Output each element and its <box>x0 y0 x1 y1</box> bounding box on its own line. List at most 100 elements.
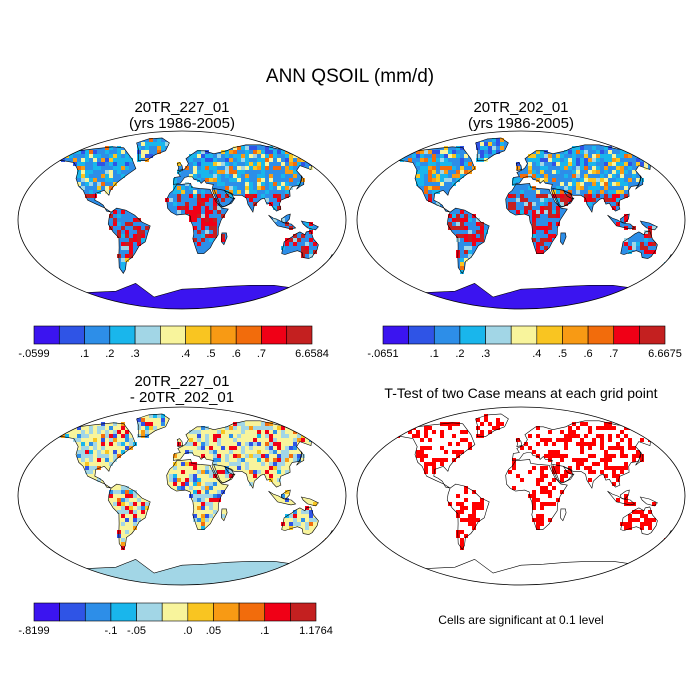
colorbar-swatch <box>264 602 291 622</box>
coastline-indonesia <box>268 490 297 506</box>
colorbar-label: -.0599 <box>18 348 49 360</box>
colorbar-swatch <box>213 602 240 622</box>
colorbar-label: .3 <box>130 348 139 360</box>
land-madagascar <box>560 508 567 521</box>
panel-subtitle-case1: (yrs 1986-2005) <box>129 115 235 132</box>
colorbar-swatch <box>238 602 266 622</box>
coastline-madagascar <box>560 508 567 522</box>
panel-title-ttest: T-Test of two Case means at each grid po… <box>384 385 657 401</box>
coastline-arabia_fix <box>552 464 574 484</box>
coastline-britain <box>515 438 523 447</box>
colorbar-swatch <box>510 325 538 345</box>
coastline-eurasia <box>511 144 661 213</box>
colorbar-swatch <box>84 325 111 345</box>
map-frame-ttest <box>356 406 686 586</box>
map-case2 <box>357 131 685 309</box>
significance-note: Cells are significant at 0.1 level <box>438 613 603 627</box>
colorbar-swatch <box>210 325 237 345</box>
coastline-japan <box>635 175 644 190</box>
map-frame-diff <box>17 406 347 586</box>
panel-ttest: T-Test of two Case means at each grid po… <box>356 385 686 627</box>
cells-case2 <box>392 138 672 274</box>
coastline-africa <box>505 459 568 530</box>
panel-case2: 20TR_202_01(yrs 1986-2005) -.0651 .1 .2 .3 .4… <box>356 99 686 360</box>
colorbar-swatch <box>109 325 136 345</box>
coastline-borneo <box>280 213 291 224</box>
colorbar-label: .4 <box>532 348 541 360</box>
panel-subtitle-diff: - 20TR_202_01 <box>130 389 234 406</box>
coastline-greenland <box>136 413 170 438</box>
colorbar-label: .5 <box>206 348 215 360</box>
land-northAmerica <box>390 422 475 489</box>
coastline-australia <box>281 506 319 535</box>
map-diff <box>18 407 346 585</box>
colorbar-swatch <box>84 602 112 622</box>
coastline-africa <box>166 459 229 530</box>
colorbar-label: .2 <box>105 348 114 360</box>
colorbar-label: 1.1764 <box>299 625 333 637</box>
coastline-northAmerica <box>389 422 476 489</box>
coastline-northAmerica <box>389 146 476 213</box>
panel-title-case2: 20TR_202_01 <box>473 99 568 116</box>
colorbar-label: .1 <box>80 348 89 360</box>
coastline-madagascar <box>560 232 567 246</box>
colorbar-label: -.1 <box>104 625 117 637</box>
coastline-newGuinea <box>639 496 658 507</box>
colorbar-label: .6 <box>583 348 592 360</box>
colorbar-case2: -.0651 .1 .2 .3 .4 .5 .6 .7 6.6675 <box>367 325 682 360</box>
coastline-britain <box>176 438 184 447</box>
figure-title: ANN QSOIL (mm/d) <box>266 66 434 87</box>
colorbar-label: 6.6584 <box>295 348 329 360</box>
coastline-africa <box>166 183 229 254</box>
coastline-australia <box>281 230 319 259</box>
coastline-eurasia <box>511 420 661 489</box>
map-ttest <box>357 407 685 585</box>
coastline-newGuinea <box>300 220 319 231</box>
colorbar-swatch <box>160 325 186 345</box>
coastline-africa <box>505 183 568 254</box>
coastline-southAmerica <box>107 483 151 550</box>
coastline-eurasia <box>172 144 322 213</box>
colorbar-label: .4 <box>181 348 190 360</box>
panel-title-case1: 20TR_227_01 <box>134 99 229 116</box>
colorbar-label: .7 <box>609 348 618 360</box>
colorbar-label: -.0651 <box>367 348 398 360</box>
coastline-southAmerica <box>107 207 151 274</box>
map-frame-case2 <box>356 130 686 310</box>
coastline-indonesia <box>607 490 636 506</box>
coastline-borneo <box>619 489 630 500</box>
colorbar-swatch <box>59 602 86 622</box>
colorbar-swatch <box>286 325 313 345</box>
coastline-indonesia <box>268 214 297 230</box>
coastline-indonesia <box>607 214 636 230</box>
colorbar-swatch <box>161 602 189 622</box>
colorbar-label: .5 <box>558 348 567 360</box>
coastline-northAmerica <box>50 422 137 489</box>
colorbar-swatch <box>134 325 161 345</box>
colorbar-swatch <box>58 325 85 345</box>
colorbar-swatch <box>536 325 563 345</box>
coastline-madagascar <box>221 232 228 246</box>
coastline-britain <box>515 162 523 171</box>
colorbar-label: 6.6675 <box>648 348 682 360</box>
colorbar-swatch <box>187 602 214 622</box>
colorbar-swatch <box>33 602 60 622</box>
coastline-southAmerica <box>446 207 490 274</box>
coastline-greenland <box>475 413 509 438</box>
coastline-northAmerica <box>50 146 137 213</box>
colorbar-label: .05 <box>206 625 221 637</box>
colorbar-swatch <box>33 325 60 345</box>
land-africa <box>505 459 568 530</box>
colorbar-swatch <box>613 325 640 345</box>
colorbar-swatch <box>433 325 461 345</box>
colorbar-case1: -.0599 .1 .2 .3 .4 .5 .6 .7 6.6584 <box>18 325 329 360</box>
colorbar-swatch <box>562 325 589 345</box>
colorbar-swatch <box>382 325 409 345</box>
coastline-newGuinea <box>300 496 319 507</box>
panel-diff: 20TR_227_01- 20TR_202_01 -.8199 -.1 -.05 .0.… <box>17 373 347 637</box>
panels-layer: 20TR_227_01(yrs 1986-2005) -.0599 .1 .2 .3 .4… <box>17 99 686 637</box>
coastline-australia <box>620 506 658 535</box>
colorbar-label: .0 <box>183 625 192 637</box>
colorbar-swatch <box>185 325 212 345</box>
